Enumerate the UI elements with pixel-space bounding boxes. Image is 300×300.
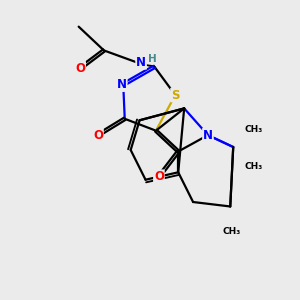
- Text: H: H: [148, 54, 157, 64]
- Text: N: N: [136, 56, 146, 69]
- Text: CH₃: CH₃: [245, 125, 263, 134]
- Text: O: O: [93, 129, 103, 142]
- Text: O: O: [75, 62, 85, 75]
- Text: S: S: [171, 88, 179, 101]
- Text: CH₃: CH₃: [245, 162, 263, 171]
- Text: N: N: [117, 78, 127, 91]
- Text: N: N: [203, 129, 213, 142]
- Text: CH₃: CH₃: [223, 227, 241, 236]
- Text: O: O: [154, 170, 164, 183]
